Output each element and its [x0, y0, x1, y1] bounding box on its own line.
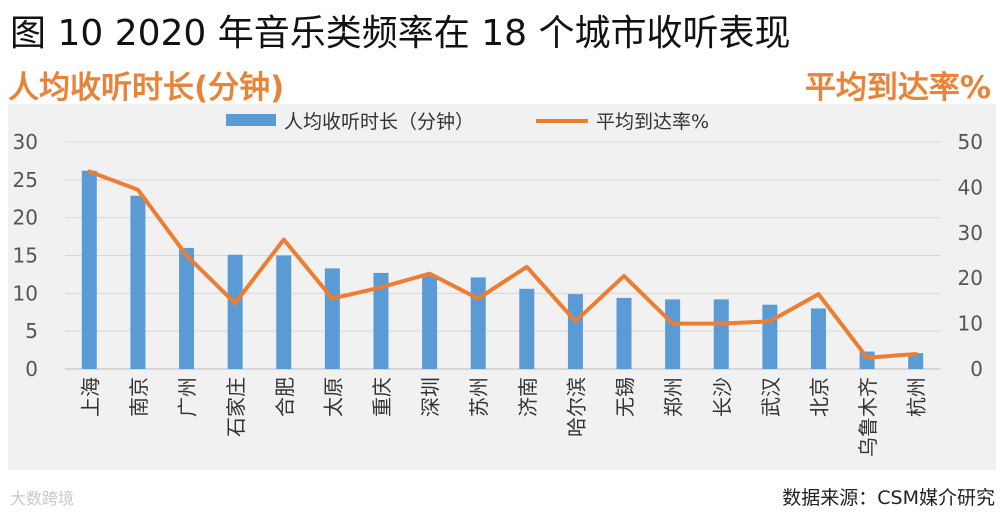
x-tick-label: 郑州 [662, 377, 686, 417]
combo-chart: 0 5 10 15 20 25 30 0 10 20 30 40 50 上海 南京 广州 石家庄 合肥 太原 重庆 深圳… [13, 111, 983, 457]
bar [810, 308, 826, 369]
line-point [719, 322, 723, 326]
line-point [671, 322, 675, 326]
x-tick-label: 杭州 [905, 377, 929, 417]
legend-bar-swatch [226, 114, 276, 126]
line-point [185, 254, 189, 257]
bar [81, 170, 97, 369]
x-tick-label: 乌鲁木齐 [856, 377, 880, 457]
x-tick-label: 上海 [78, 377, 102, 417]
y2-tick-label: 40 [958, 175, 983, 199]
legend-line-label: 平均到达率% [596, 111, 709, 133]
bar [470, 277, 486, 369]
y2-tick-label: 10 [958, 312, 983, 336]
bar [616, 297, 632, 369]
watermark: 大数跨境 [10, 489, 75, 508]
line-point [379, 285, 383, 289]
bar [179, 247, 195, 369]
x-tick-label: 太原 [321, 377, 345, 417]
figure-title: 图 10 2020 年音乐类频率在 18 个城市收听表现 [10, 13, 791, 54]
bar [567, 294, 583, 369]
x-tick-label: 哈尔滨 [564, 377, 588, 437]
x-tick-label: 南京 [127, 377, 151, 417]
x-tick-label: 无锡 [613, 377, 637, 417]
y-tick-label: 30 [13, 130, 38, 154]
y2-tick-label: 50 [958, 130, 983, 154]
plot-panel: 0 5 10 15 20 25 30 0 10 20 30 40 50 上海 南京 广州 石家庄 合肥 太原 重庆 深圳… [8, 104, 996, 470]
x-tick-label: 广州 [176, 377, 200, 417]
line-point [865, 356, 869, 360]
x-tick-label: 长沙 [710, 377, 734, 417]
x-tick-label: 深圳 [419, 377, 443, 417]
bar [422, 275, 438, 369]
x-tick-label: 合肥 [273, 377, 297, 417]
bar [519, 288, 535, 369]
line-point [136, 188, 140, 192]
bar [665, 299, 681, 369]
line-point [428, 272, 432, 276]
bar [859, 351, 875, 369]
line-point [87, 170, 91, 174]
line-point [282, 238, 286, 242]
x-tick-label: 武汉 [759, 377, 783, 417]
legend-bar-label: 人均收听时长（分钟） [284, 111, 474, 133]
line-point [233, 301, 237, 305]
y-tick-label: 10 [13, 281, 38, 305]
line-point [525, 265, 529, 269]
bar [373, 272, 389, 369]
source-note: 数据来源：CSM媒介研究 [782, 487, 995, 509]
y-tick-label: 25 [13, 168, 38, 192]
x-tick-label: 济南 [516, 377, 540, 417]
bar [130, 195, 146, 369]
line-point [914, 352, 918, 356]
line-point [622, 274, 626, 278]
line-point [476, 297, 480, 301]
x-tick-label: 苏州 [467, 377, 491, 417]
y2-tick-label: 0 [970, 357, 983, 381]
line-point [573, 319, 577, 323]
y-tick-label: 0 [25, 357, 38, 381]
line-point [768, 319, 772, 323]
right-axis-title: 平均到达率% [804, 70, 991, 106]
bar [908, 353, 924, 369]
bar [762, 304, 778, 369]
left-axis-title: 人均收听时长(分钟) [8, 70, 285, 106]
y2-tick-label: 20 [958, 266, 983, 290]
bar [227, 254, 243, 369]
y2-tick-label: 30 [958, 221, 983, 245]
x-tick-label: 重庆 [370, 377, 394, 417]
bar [276, 255, 292, 369]
y-tick-label: 20 [13, 206, 38, 230]
x-tick-label: 北京 [807, 377, 831, 417]
line-series [87, 169, 918, 360]
x-tick-label: 石家庄 [224, 377, 248, 437]
bar [713, 299, 729, 369]
line-point [816, 292, 820, 296]
bar [324, 268, 340, 369]
y-tick-label: 15 [13, 244, 38, 268]
y-tick-label: 5 [25, 319, 38, 343]
line-point [330, 297, 334, 301]
